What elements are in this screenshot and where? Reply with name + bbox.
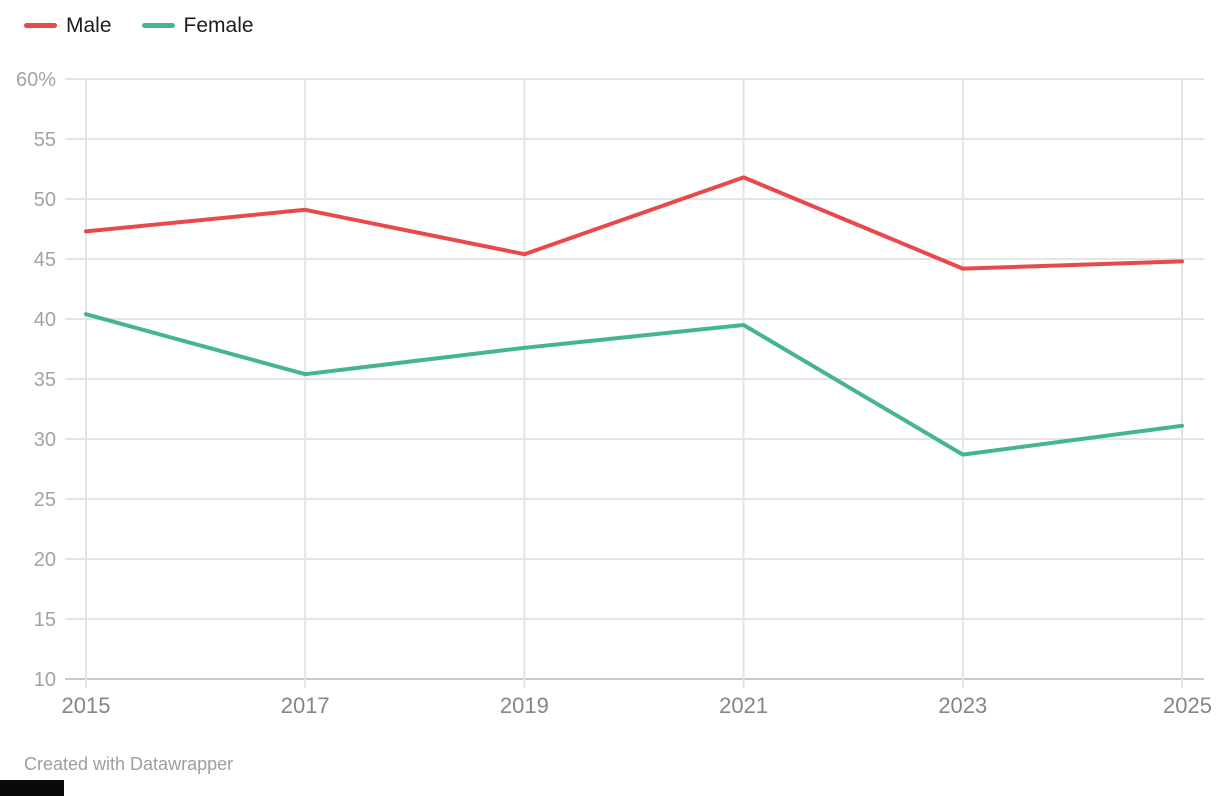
- legend-label-male: Male: [66, 14, 112, 37]
- x-tick-label: 2019: [500, 693, 549, 718]
- male-line: [84, 175, 1184, 271]
- x-tick-label: 2023: [938, 693, 987, 718]
- female-line: [84, 312, 1184, 457]
- x-tick-label: 2015: [62, 693, 111, 718]
- y-tick-label: 50: [34, 189, 56, 211]
- y-tick-label: 15: [34, 609, 56, 631]
- y-tick-label: 30: [34, 429, 56, 451]
- x-tick-label: 2021: [719, 693, 768, 718]
- bottom-left-dark-bar: [0, 780, 64, 796]
- legend-item-male: Male: [24, 15, 112, 36]
- y-tick-label: 35: [34, 369, 56, 391]
- y-tick-label: 60%: [16, 69, 56, 91]
- female-line-swatch-icon: [141, 23, 175, 28]
- y-tick-label: 40: [34, 309, 56, 331]
- legend-label-female: Female: [183, 14, 254, 37]
- legend-item-female: Female: [141, 14, 254, 37]
- y-tick-label: 10: [34, 669, 56, 691]
- male-line-swatch-icon: [24, 23, 57, 28]
- x-tick-label: 2025: [1163, 693, 1212, 718]
- datawrapper-attribution: Created with Datawrapper: [24, 754, 234, 774]
- legend: Male Female: [24, 15, 254, 36]
- y-tick-label: 20: [34, 549, 56, 571]
- y-tick-label: 25: [34, 489, 56, 511]
- y-tick-label: 45: [34, 249, 56, 271]
- x-tick-label: 2017: [281, 693, 330, 718]
- y-tick-label: 55: [34, 129, 56, 151]
